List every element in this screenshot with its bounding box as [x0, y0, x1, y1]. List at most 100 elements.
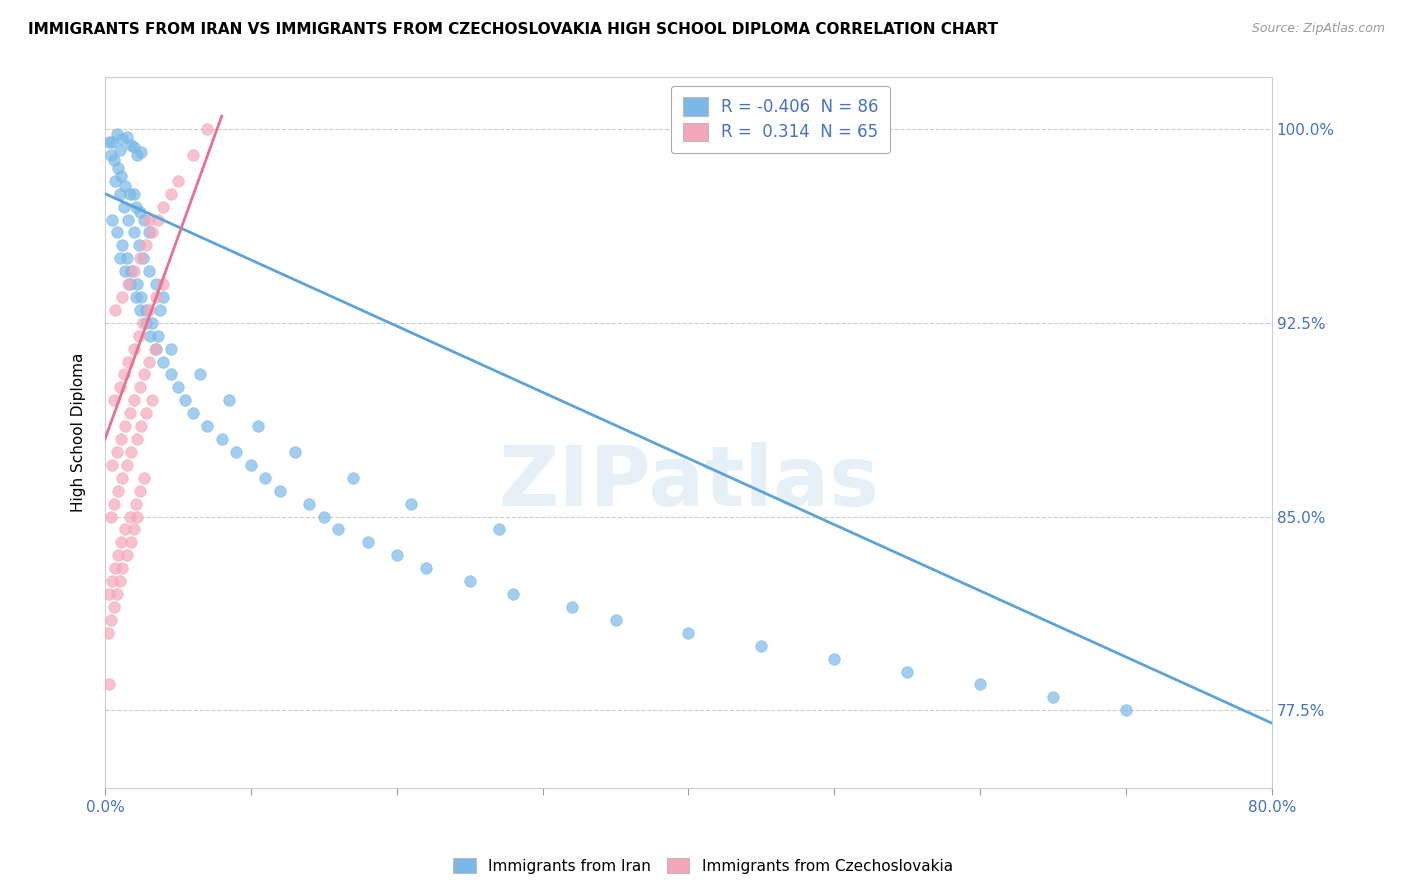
Point: [139, 328, 162, 343]
Point: [97, 625, 120, 640]
Point: [104, 174, 127, 188]
Point: [108, 574, 131, 588]
Point: [159, 368, 181, 382]
Point: [103, 153, 125, 167]
Point: [138, 264, 160, 278]
Point: [211, 432, 233, 446]
Point: [152, 200, 174, 214]
Point: [159, 342, 181, 356]
Point: [132, 252, 155, 266]
Point: [751, 639, 773, 653]
Point: [138, 354, 160, 368]
Point: [152, 277, 174, 291]
Point: [115, 252, 138, 266]
Point: [111, 238, 134, 252]
Point: [488, 523, 510, 537]
Point: [128, 238, 150, 252]
Point: [104, 561, 127, 575]
Point: [125, 432, 148, 446]
Point: [122, 226, 145, 240]
Point: [129, 302, 152, 317]
Point: [195, 419, 218, 434]
Point: [105, 445, 128, 459]
Point: [118, 186, 141, 201]
Point: [129, 483, 152, 498]
Point: [100, 509, 122, 524]
Legend: R = -0.406  N = 86, R =  0.314  N = 65: R = -0.406 N = 86, R = 0.314 N = 65: [671, 86, 890, 153]
Point: [167, 174, 190, 188]
Point: [152, 354, 174, 368]
Point: [115, 129, 138, 144]
Point: [120, 137, 142, 152]
Point: [605, 613, 627, 627]
Point: [239, 458, 262, 472]
Point: [247, 419, 270, 434]
Point: [143, 342, 166, 356]
Point: [98, 677, 121, 691]
Y-axis label: High School Diploma: High School Diploma: [72, 353, 86, 512]
Point: [225, 445, 247, 459]
Point: [415, 561, 437, 575]
Point: [122, 393, 145, 408]
Point: [823, 651, 845, 665]
Point: [107, 549, 129, 563]
Point: [117, 277, 139, 291]
Text: Source: ZipAtlas.com: Source: ZipAtlas.com: [1251, 22, 1385, 36]
Point: [145, 290, 167, 304]
Point: [328, 523, 350, 537]
Point: [122, 342, 145, 356]
Point: [135, 302, 157, 317]
Point: [135, 238, 157, 252]
Point: [181, 406, 204, 420]
Point: [218, 393, 240, 408]
Point: [138, 212, 160, 227]
Point: [110, 535, 132, 549]
Point: [159, 186, 181, 201]
Point: [141, 226, 163, 240]
Point: [458, 574, 481, 588]
Point: [124, 497, 146, 511]
Point: [132, 316, 155, 330]
Point: [101, 458, 124, 472]
Point: [120, 445, 142, 459]
Point: [969, 677, 991, 691]
Point: [125, 277, 148, 291]
Point: [111, 471, 134, 485]
Point: [125, 148, 148, 162]
Point: [1042, 690, 1064, 705]
Point: [98, 587, 121, 601]
Point: [195, 122, 218, 136]
Point: [114, 178, 136, 193]
Point: [129, 204, 152, 219]
Point: [181, 148, 204, 162]
Point: [122, 140, 145, 154]
Point: [129, 252, 152, 266]
Point: [896, 665, 918, 679]
Text: IMMIGRANTS FROM IRAN VS IMMIGRANTS FROM CZECHOSLOVAKIA HIGH SCHOOL DIPLOMA CORRE: IMMIGRANTS FROM IRAN VS IMMIGRANTS FROM …: [28, 22, 998, 37]
Point: [145, 342, 167, 356]
Point: [120, 264, 142, 278]
Point: [98, 135, 121, 149]
Point: [269, 483, 291, 498]
Point: [1115, 703, 1137, 717]
Legend: Immigrants from Iran, Immigrants from Czechoslovakia: Immigrants from Iran, Immigrants from Cz…: [447, 852, 959, 880]
Point: [284, 445, 307, 459]
Point: [152, 290, 174, 304]
Point: [115, 549, 138, 563]
Point: [122, 264, 145, 278]
Point: [110, 432, 132, 446]
Point: [122, 186, 145, 201]
Point: [146, 212, 169, 227]
Point: [167, 380, 190, 394]
Point: [134, 368, 156, 382]
Text: ZIPatlas: ZIPatlas: [498, 442, 879, 523]
Point: [104, 302, 127, 317]
Point: [118, 406, 141, 420]
Point: [678, 625, 700, 640]
Point: [107, 483, 129, 498]
Point: [134, 212, 156, 227]
Point: [111, 132, 134, 146]
Point: [561, 599, 583, 614]
Point: [111, 561, 134, 575]
Point: [105, 587, 128, 601]
